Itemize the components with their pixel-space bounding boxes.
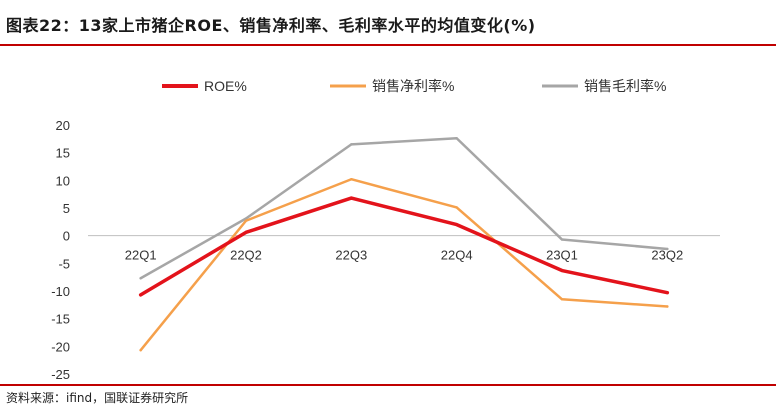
y-tick-label: -20 bbox=[51, 339, 70, 354]
data-point bbox=[560, 298, 564, 301]
data-point bbox=[244, 231, 248, 234]
data-point bbox=[455, 206, 458, 209]
data-point bbox=[666, 305, 669, 308]
title-rule bbox=[0, 44, 776, 46]
source-note: 资料来源：ifind，国联证券研究所 bbox=[6, 391, 189, 405]
x-tick-label: 23Q1 bbox=[546, 248, 578, 263]
data-point bbox=[244, 217, 248, 220]
y-tick-label: 5 bbox=[63, 201, 70, 216]
data-point bbox=[666, 247, 669, 251]
legend-label: ROE% bbox=[204, 78, 247, 94]
x-tick-label: 23Q2 bbox=[651, 248, 683, 263]
data-point bbox=[139, 349, 142, 352]
x-tick-label: 22Q2 bbox=[230, 248, 262, 263]
series-line-1 bbox=[139, 177, 669, 352]
chart-axes: 20 15 10 5 0 -5 -10 -15 -20 -25 22Q1 22Q2 22Q3 22Q4 23… bbox=[51, 118, 720, 382]
y-tick-label: 15 bbox=[56, 146, 70, 161]
series-line-0 bbox=[138, 196, 670, 297]
data-point bbox=[350, 143, 353, 146]
legend-label: 销售净利率% bbox=[372, 78, 454, 94]
data-point bbox=[560, 238, 564, 241]
y-tick-label: 10 bbox=[56, 173, 70, 188]
x-tick-label: 22Q3 bbox=[335, 248, 367, 263]
data-point bbox=[139, 277, 142, 280]
chart-title: 图表22：13家上市猪企ROE、销售净利率、毛利率水平的均值变化(%) bbox=[6, 16, 536, 35]
chart-series bbox=[138, 137, 670, 352]
data-point bbox=[560, 269, 564, 272]
x-tick-label: 22Q4 bbox=[441, 248, 473, 263]
x-tick-label: 22Q1 bbox=[125, 248, 157, 263]
data-point bbox=[139, 293, 142, 297]
y-tick-label: 20 bbox=[56, 118, 70, 133]
data-point bbox=[244, 219, 248, 222]
footer-rule bbox=[0, 384, 776, 386]
data-point bbox=[455, 137, 458, 140]
series-line-2 bbox=[139, 137, 669, 280]
data-point bbox=[455, 223, 458, 226]
chart-legend: ROE% 销售净利率% 销售毛利率% bbox=[162, 78, 666, 94]
y-tick-label: -25 bbox=[51, 367, 70, 382]
data-point bbox=[350, 196, 353, 200]
y-tick-label: -10 bbox=[51, 284, 70, 299]
y-tick-label: -5 bbox=[58, 256, 70, 271]
y-tick-label: -15 bbox=[51, 312, 70, 327]
y-tick-label: 0 bbox=[63, 229, 70, 244]
data-point bbox=[350, 178, 353, 181]
data-point bbox=[666, 291, 669, 294]
legend-label: 销售毛利率% bbox=[584, 78, 666, 94]
